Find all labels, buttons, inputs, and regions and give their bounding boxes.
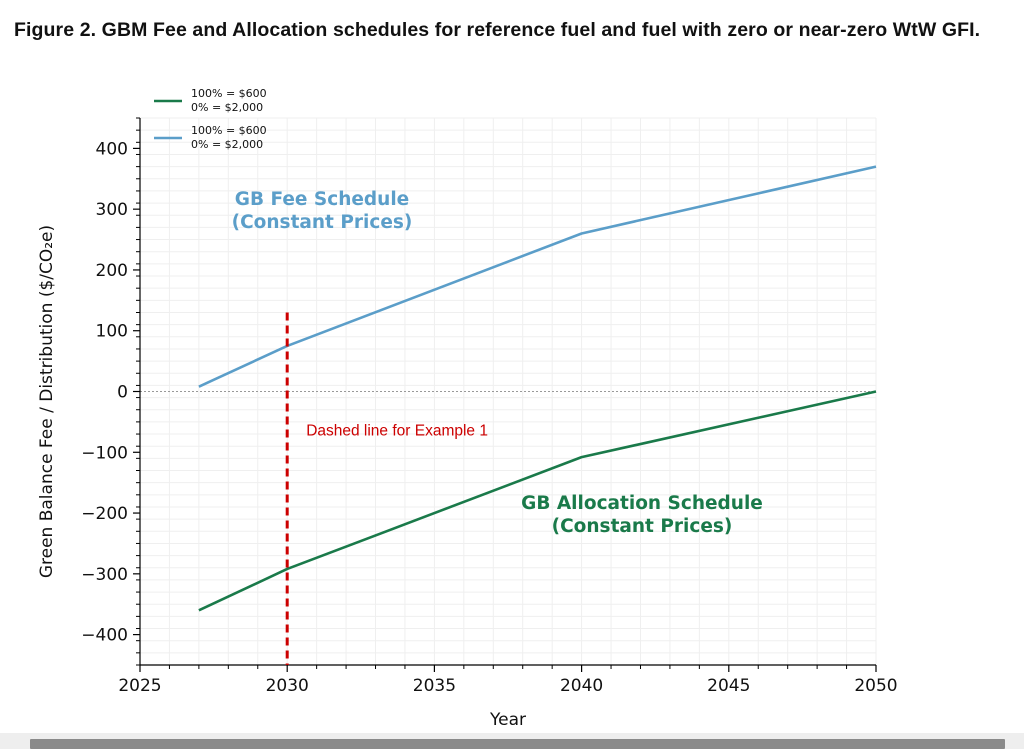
chart-container: 2025 2030 2035 2040 2045 2050 −400 −300 −200 −100…	[0, 80, 1024, 730]
x-tick-label: 2030	[266, 676, 309, 696]
series-labels: GB Fee Schedule(Constant Prices)GB Alloc…	[232, 189, 763, 537]
allocation-schedule-label-line-1: GB Allocation Schedule	[521, 493, 763, 514]
x-tick-label: 2050	[854, 676, 897, 696]
fee-schedule-label-line-1: GB Fee Schedule	[235, 189, 409, 210]
x-axis-label: Year	[489, 710, 526, 730]
figure-caption: Figure 2. GBM Fee and Allocation schedul…	[14, 19, 981, 41]
y-tick-label: −200	[81, 504, 128, 524]
y-tick-label: 400	[96, 139, 128, 159]
fee-schedule-line	[198, 165, 877, 388]
example-annotation: Dashed line for Example 1	[306, 422, 488, 439]
x-tick-label: 2035	[413, 676, 456, 696]
y-tick-label: 100	[96, 322, 128, 342]
x-tick-label: 2040	[560, 676, 603, 696]
y-tick-label: 200	[96, 261, 128, 281]
y-tick-label: −300	[81, 565, 128, 585]
x-tick-label: 2045	[707, 676, 750, 696]
allocation-schedule-line	[198, 390, 877, 612]
y-tick-label: −100	[81, 443, 128, 463]
fee-schedule-label-line-2: (Constant Prices)	[232, 212, 413, 233]
x-tick-label: 2025	[118, 676, 161, 696]
horizontal-scrollbar[interactable]	[30, 739, 1005, 749]
legend-text-line-1: 100% = $600	[191, 124, 267, 137]
y-tick-label: 0	[117, 383, 128, 403]
legend-text-line-1: 100% = $600	[191, 87, 267, 100]
y-tick-label: 300	[96, 200, 128, 220]
axes: 2025 2030 2035 2040 2045 2050 −400 −300 −200 −100…	[37, 117, 898, 730]
example-marker: Dashed line for Example 1	[285, 312, 488, 665]
legend-text-line-2: 0% = $2,000	[191, 101, 263, 114]
legend-text-line-2: 0% = $2,000	[191, 138, 263, 151]
y-tick-label: −400	[81, 626, 128, 646]
line-chart: 2025 2030 2035 2040 2045 2050 −400 −300 −200 −100…	[37, 87, 898, 730]
y-axis-label: Green Balance Fee / Distribution ($/CO₂e…	[37, 225, 57, 578]
series	[198, 165, 877, 612]
allocation-schedule-label-line-2: (Constant Prices)	[552, 516, 733, 537]
